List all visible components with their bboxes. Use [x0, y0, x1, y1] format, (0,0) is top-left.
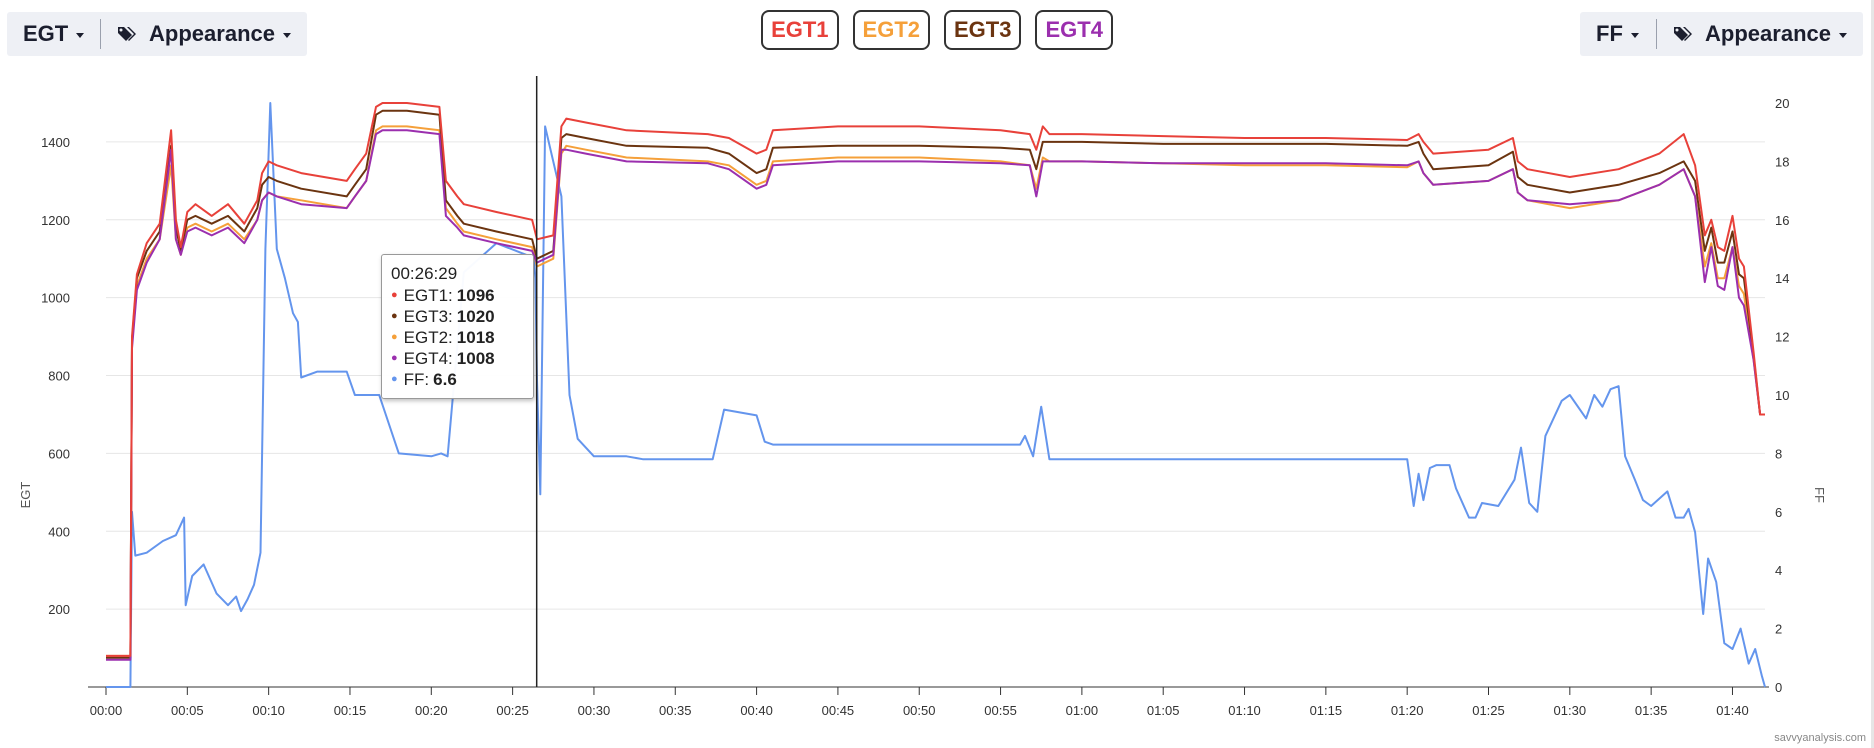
tooltip-time: 00:26:29: [391, 264, 458, 283]
left-appearance-label: Appearance: [149, 21, 275, 46]
credit-text: savvyanalysis.com: [1774, 732, 1866, 744]
x-tick-label: 00:15: [334, 703, 367, 718]
x-tick-label: 00:25: [496, 703, 529, 718]
legend-item-egt4[interactable]: EGT4: [1035, 10, 1113, 50]
tooltip-row: ● EGT4: 1008: [391, 348, 524, 369]
tooltip-row: ● EGT2: 1018: [391, 327, 524, 348]
y2-tick-label: 10: [1775, 388, 1789, 403]
x-tick-label: 00:40: [740, 703, 773, 718]
legend-item-egt3[interactable]: EGT3: [944, 10, 1022, 50]
tooltip-label: EGT3:: [403, 307, 453, 326]
y2-tick-label: 8: [1775, 446, 1782, 461]
tooltip-value: 6.6: [433, 370, 457, 389]
left-series-dropdown[interactable]: EGT: [7, 12, 100, 56]
tooltip-value: 1096: [456, 286, 495, 305]
legend-item-egt1[interactable]: EGT1: [761, 10, 839, 50]
tooltip-value: 1020: [456, 307, 495, 326]
y2-tick-label: 20: [1775, 96, 1789, 111]
tooltip-label: EGT1:: [403, 286, 453, 305]
tooltip-row: ● EGT1: 1096: [391, 285, 524, 306]
tags-icon: [117, 25, 139, 43]
right-axis-controls: FF Appearance: [1580, 12, 1863, 56]
right-appearance-label: Appearance: [1705, 21, 1831, 46]
y-tick-label: 400: [48, 524, 70, 539]
x-tick-label: 01:10: [1228, 703, 1261, 718]
series-line-ff: [106, 102, 1766, 688]
y-tick-label: 1400: [41, 135, 70, 150]
tooltip: 00:26:29 ● EGT1: 1096 ● EGT3: 1020 ● EGT2: 1018 ●…: [381, 254, 534, 399]
series-dot-icon: ●: [391, 289, 398, 301]
x-tick-label: 00:00: [90, 703, 123, 718]
tooltip-value: 1008: [456, 349, 495, 368]
series-line-egt3: [106, 109, 1765, 659]
x-tick-label: 01:35: [1635, 703, 1668, 718]
x-tick-label: 00:55: [984, 703, 1017, 718]
y-tick-label: 1000: [41, 291, 70, 306]
chevron-down-icon: [1839, 33, 1847, 38]
y2-tick-label: 14: [1775, 271, 1789, 286]
tooltip-label: EGT2:: [403, 328, 453, 347]
x-tick-label: 00:35: [659, 703, 692, 718]
y2-axis-title: FF: [1812, 487, 1827, 503]
x-tick-label: 00:30: [578, 703, 611, 718]
right-appearance-dropdown[interactable]: Appearance: [1657, 12, 1863, 56]
chevron-down-icon: [283, 33, 291, 38]
series-line-egt4: [106, 129, 1765, 661]
x-tick-label: 01:20: [1391, 703, 1424, 718]
tooltip-row: ● EGT3: 1020: [391, 306, 524, 327]
scrollbar[interactable]: [1871, 0, 1874, 748]
x-tick-label: 01:05: [1147, 703, 1180, 718]
x-tick-label: 01:25: [1472, 703, 1505, 718]
series-dot-icon: ●: [391, 310, 398, 322]
tooltip-row: ● FF: 6.6: [391, 369, 524, 390]
y2-tick-label: 16: [1775, 213, 1789, 228]
right-series-dropdown[interactable]: FF: [1580, 12, 1656, 56]
legend-item-egt2[interactable]: EGT2: [852, 10, 930, 50]
x-tick-label: 00:45: [822, 703, 855, 718]
y2-tick-label: 18: [1775, 154, 1789, 169]
y2-tick-label: 2: [1775, 622, 1782, 637]
series-dot-icon: ●: [391, 352, 398, 364]
y2-tick-label: 6: [1775, 505, 1782, 520]
legend: EGT1 EGT2 EGT3 EGT4: [0, 10, 1874, 50]
x-tick-label: 01:15: [1310, 703, 1343, 718]
x-tick-label: 00:10: [252, 703, 285, 718]
left-axis-controls: EGT Appearance: [7, 12, 307, 56]
tags-icon: [1673, 25, 1695, 43]
divider: [100, 19, 102, 49]
y-axis-title: EGT: [18, 482, 33, 509]
series-dot-icon: ●: [391, 331, 398, 343]
x-tick-label: 00:50: [903, 703, 936, 718]
y-tick-label: 200: [48, 602, 70, 617]
y-tick-label: 800: [48, 369, 70, 384]
chevron-down-icon: [76, 33, 85, 38]
left-series-label: EGT: [23, 21, 69, 46]
left-appearance-dropdown[interactable]: Appearance: [101, 12, 307, 56]
tooltip-label: EGT4:: [403, 349, 453, 368]
y2-tick-label: 4: [1775, 563, 1782, 578]
x-tick-label: 01:30: [1554, 703, 1587, 718]
series-line-egt2: [106, 125, 1765, 657]
y-tick-label: 1200: [41, 213, 70, 228]
y-tick-label: 600: [48, 446, 70, 461]
tooltip-value: 1018: [456, 328, 495, 347]
y2-tick-label: 0: [1775, 680, 1782, 695]
divider: [1656, 19, 1658, 49]
series-dot-icon: ●: [391, 373, 398, 385]
right-series-label: FF: [1596, 21, 1623, 46]
chevron-down-icon: [1630, 33, 1639, 38]
x-tick-label: 00:20: [415, 703, 448, 718]
x-tick-label: 01:40: [1716, 703, 1749, 718]
x-tick-label: 01:00: [1066, 703, 1099, 718]
series-line-egt1: [106, 102, 1765, 657]
tooltip-label: FF:: [403, 370, 430, 389]
x-tick-label: 00:05: [171, 703, 204, 718]
y2-tick-label: 12: [1775, 330, 1789, 345]
